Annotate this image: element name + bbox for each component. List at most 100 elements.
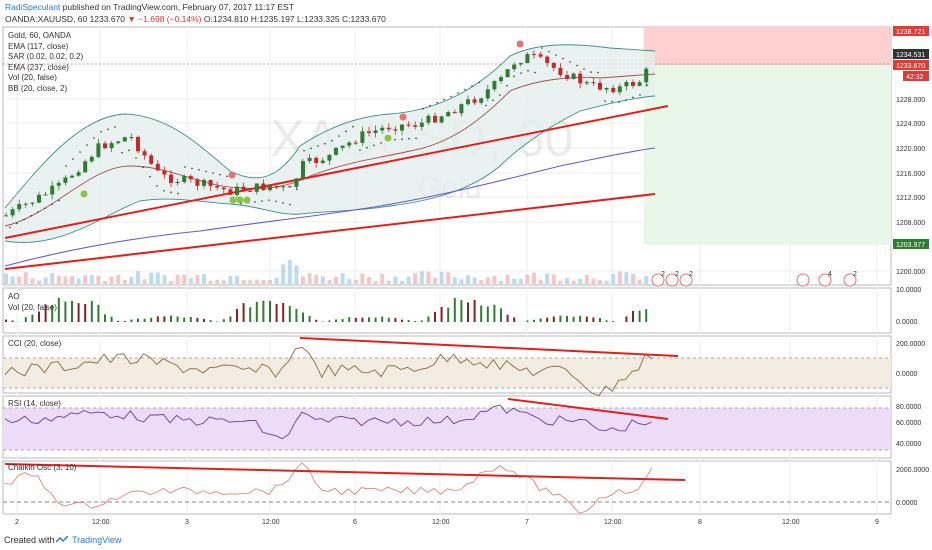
volume-bar: [617, 271, 622, 284]
ao-bar: [156, 316, 159, 322]
volume-bar: [129, 276, 134, 284]
price-tick: 1216.000: [896, 171, 925, 178]
price-tick: 1212.000: [896, 195, 925, 202]
badge-count: 2: [661, 271, 665, 278]
marker-dot: [80, 190, 88, 198]
volume-bar: [261, 279, 266, 284]
volume-bar: [235, 275, 239, 284]
volume-bar: [268, 279, 272, 284]
bid-price-tag: [893, 49, 929, 59]
sar-dot: [212, 172, 214, 174]
time-axis[interactable]: 2 12:00 3 12:00 6 12:00 7 12:00 8 12:00 …: [15, 519, 879, 526]
ao-bar: [572, 316, 575, 322]
candle-body: [591, 82, 596, 84]
sar-dot: [338, 135, 340, 137]
chart-area[interactable]: XAUUSD, 60 Gold 2 2 2 4 2 1228.000 1224.…: [0, 26, 932, 530]
flag-icon[interactable]: [679, 273, 693, 287]
sar-dot: [51, 203, 53, 206]
ao-bar: [51, 304, 54, 322]
chaikin-tick: 0.0000: [896, 500, 918, 507]
candle-body: [274, 185, 279, 188]
volume-bar: [294, 265, 299, 284]
candle-body: [380, 127, 385, 131]
sar-dot: [226, 175, 228, 178]
ao-legend[interactable]: AO Vol (20, false): [8, 292, 57, 313]
sar-dot: [464, 88, 466, 91]
flag-icon[interactable]: [665, 273, 679, 287]
ao-bar: [84, 303, 87, 322]
candle-body: [129, 136, 134, 138]
chart-header: RadiSpeculant published on TradingView.c…: [0, 0, 932, 26]
tradingview-brand[interactable]: TradingView: [72, 535, 122, 545]
sar-dot: [590, 71, 592, 73]
candle-body: [188, 176, 193, 180]
flag-icon[interactable]: [796, 273, 810, 287]
sar-dot: [93, 137, 95, 139]
volume-bar: [228, 276, 233, 284]
volume-bar: [485, 277, 490, 284]
rsi-divergence-line: [507, 398, 669, 420]
sar-dot: [450, 95, 452, 98]
candle-body: [525, 54, 530, 64]
sar-dot: [429, 104, 431, 107]
volume-bar: [76, 278, 81, 284]
indicator-label[interactable]: SAR (0.02, 0.02, 0.2): [8, 52, 84, 61]
sar-dot: [205, 170, 207, 173]
price-axis[interactable]: 1228.000 1224.000 1220.000 1216.000 1212…: [896, 97, 925, 276]
chart-canvas[interactable]: XAUUSD, 60 Gold 2 2 2 4 2 1228.000 1224.…: [0, 26, 932, 530]
sar-dot: [261, 200, 263, 202]
candle-body: [373, 130, 378, 133]
volume-bar: [406, 276, 411, 284]
indicator-label[interactable]: EMA (237, close): [8, 62, 69, 72]
ao-bar: [513, 317, 516, 322]
indicator-label[interactable]: AO: [8, 292, 20, 301]
price-tick: 1208.000: [896, 220, 925, 227]
ao-bar: [90, 300, 93, 322]
ao-pane[interactable]: [2, 287, 892, 334]
volume-bar: [380, 273, 385, 284]
flag-icon[interactable]: [818, 273, 832, 287]
candle-body: [314, 157, 319, 163]
flag-icon[interactable]: [843, 273, 857, 287]
author-link[interactable]: RadiSpeculant: [5, 2, 61, 12]
low-label: L:: [297, 14, 305, 24]
volume-bar: [142, 279, 147, 284]
trendline-lower: [4, 193, 656, 270]
high-label: H:: [250, 14, 260, 24]
created-with-text: Created with: [4, 535, 55, 545]
ao-bar: [585, 316, 588, 322]
volume-bar: [314, 274, 319, 284]
sar-dot: [37, 211, 39, 213]
cci-legend[interactable]: CCI (20, close): [8, 339, 62, 348]
volume-bar: [598, 280, 602, 284]
indicator-label[interactable]: EMA (117, close): [8, 41, 69, 51]
sar-dot: [366, 146, 368, 149]
event-badges[interactable]: 2 2 2 4 2: [651, 271, 857, 287]
ao-bar: [579, 315, 582, 322]
volume-bar: [116, 274, 121, 284]
chaikin-tick: 2000.0000: [896, 467, 929, 474]
volume-bar: [512, 278, 517, 284]
volume-bar: [30, 278, 35, 284]
candle-body: [89, 156, 94, 162]
chaikin-pane[interactable]: [2, 460, 892, 515]
ao-bar: [104, 314, 106, 322]
candle-body: [294, 178, 299, 187]
indicator-label[interactable]: Vol (20, false): [8, 73, 57, 82]
flag-icon[interactable]: [651, 273, 665, 287]
indicator-label[interactable]: BB (20, close, 2): [8, 83, 68, 93]
sar-dot: [65, 165, 67, 167]
ao-bar: [77, 303, 80, 322]
ao-bar: [189, 316, 192, 322]
indicator-label[interactable]: Vol (20, false): [8, 302, 57, 312]
ao-bar: [473, 300, 476, 322]
marker-dot: [516, 40, 524, 48]
rsi-legend[interactable]: RSI (14, close): [8, 399, 61, 408]
candle-body: [142, 151, 147, 156]
candle-body: [136, 136, 140, 152]
candle-body: [571, 73, 576, 79]
sar-dot: [331, 139, 333, 142]
volume-bar: [175, 274, 180, 284]
chaikin-legend[interactable]: Chaikin Osc (3, 10): [8, 463, 77, 472]
main-legend[interactable]: Gold, 60, OANDA EMA (117, close) SAR (0.…: [8, 31, 83, 94]
